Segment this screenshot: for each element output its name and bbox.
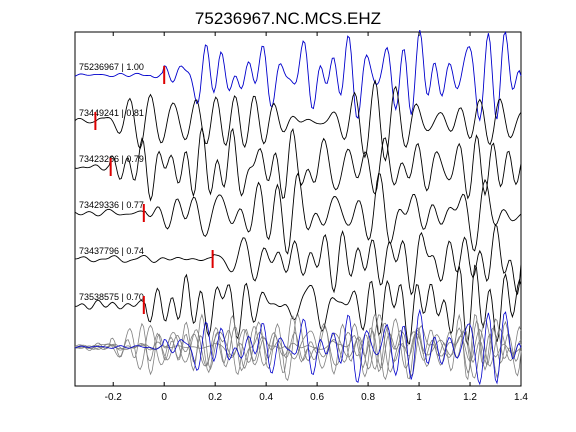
overlay-trace-line	[74, 308, 522, 386]
trace-line	[74, 224, 522, 296]
trace-label: 73429336 | 0.77	[79, 200, 144, 210]
x-axis: -0.2 0 0.2 0.4 0.6 0.8 1 1.2 1.4	[105, 32, 528, 403]
x-tick-label: 0.6	[310, 392, 324, 403]
chart-title: 75236967.NC.MCS.EHZ	[195, 9, 381, 28]
overlay-trace-line	[75, 313, 522, 381]
trace-label: 73449241 | 0.81	[79, 108, 144, 118]
trace-line	[74, 127, 522, 202]
x-tick-label: 0.2	[208, 392, 222, 403]
overlay-group	[74, 308, 522, 386]
trace-line	[74, 29, 522, 122]
x-tick-label: 1.2	[463, 392, 477, 403]
trace-line	[74, 172, 522, 255]
x-tick-label: 1	[416, 392, 422, 403]
trace-label: 73538575 | 0.70	[79, 292, 144, 302]
x-tick-label: -0.2	[105, 392, 123, 403]
overlay-trace-line	[74, 313, 522, 376]
trace-label: 73437796 | 0.74	[79, 246, 144, 256]
trace-label: 75236967 | 1.00	[79, 62, 144, 72]
plot-frame	[74, 31, 522, 387]
trace-line	[74, 79, 522, 162]
x-tick-label: 1.4	[514, 392, 528, 403]
trace-line	[75, 264, 522, 347]
x-tick-label: 0	[161, 392, 167, 403]
x-tick-label: 0.8	[361, 392, 375, 403]
x-tick-label: 0.4	[259, 392, 273, 403]
